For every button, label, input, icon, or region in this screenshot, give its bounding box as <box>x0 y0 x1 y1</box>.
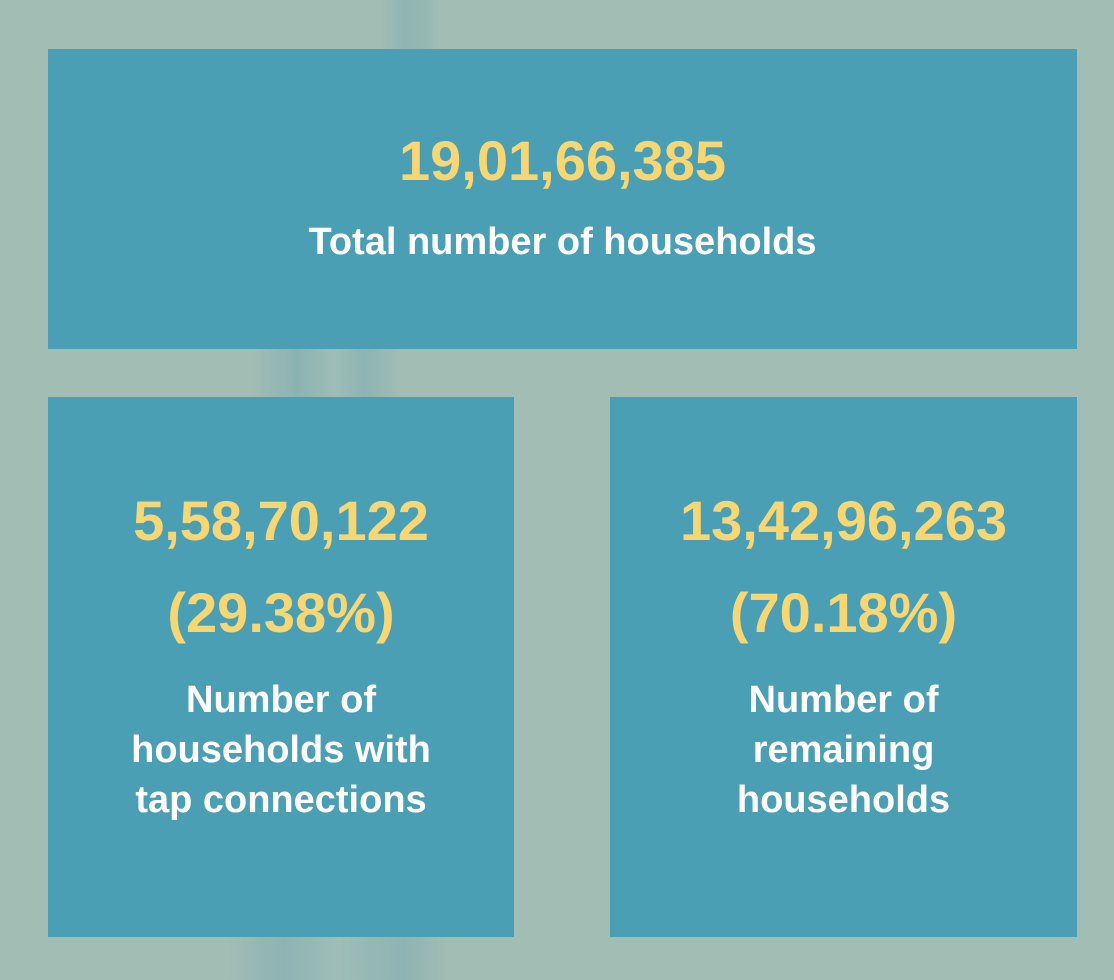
tap-connections-label: Number of households with tap connection… <box>48 675 514 825</box>
tap-connections-card: 5,58,70,122 (29.38%) Number of household… <box>48 397 514 937</box>
total-households-label: Total number of households <box>308 221 817 263</box>
background-streak <box>228 935 448 980</box>
remaining-households-label-line: households <box>736 779 951 821</box>
tap-connections-label-line: Number of <box>186 679 376 721</box>
remaining-households-percent: (70.18%) <box>729 581 958 644</box>
tap-connections-value: 5,58,70,122 <box>133 489 429 552</box>
total-households-value: 19,01,66,385 <box>399 129 726 192</box>
remaining-households-label: Number of remaining households <box>610 675 1077 825</box>
remaining-households-label-line: remaining <box>752 729 935 771</box>
tap-connections-percent: (29.38%) <box>167 581 395 644</box>
total-households-card: 19,01,66,385 Total number of households <box>48 49 1077 349</box>
remaining-households-card: 13,42,96,263 (70.18%) Number of remainin… <box>610 397 1077 937</box>
remaining-households-label-line: Number of <box>748 679 939 721</box>
background-streak <box>380 0 440 52</box>
tap-connections-label-line: households with <box>131 729 431 771</box>
tap-connections-label-line: tap connections <box>135 779 427 821</box>
remaining-households-value: 13,42,96,263 <box>680 489 1007 552</box>
